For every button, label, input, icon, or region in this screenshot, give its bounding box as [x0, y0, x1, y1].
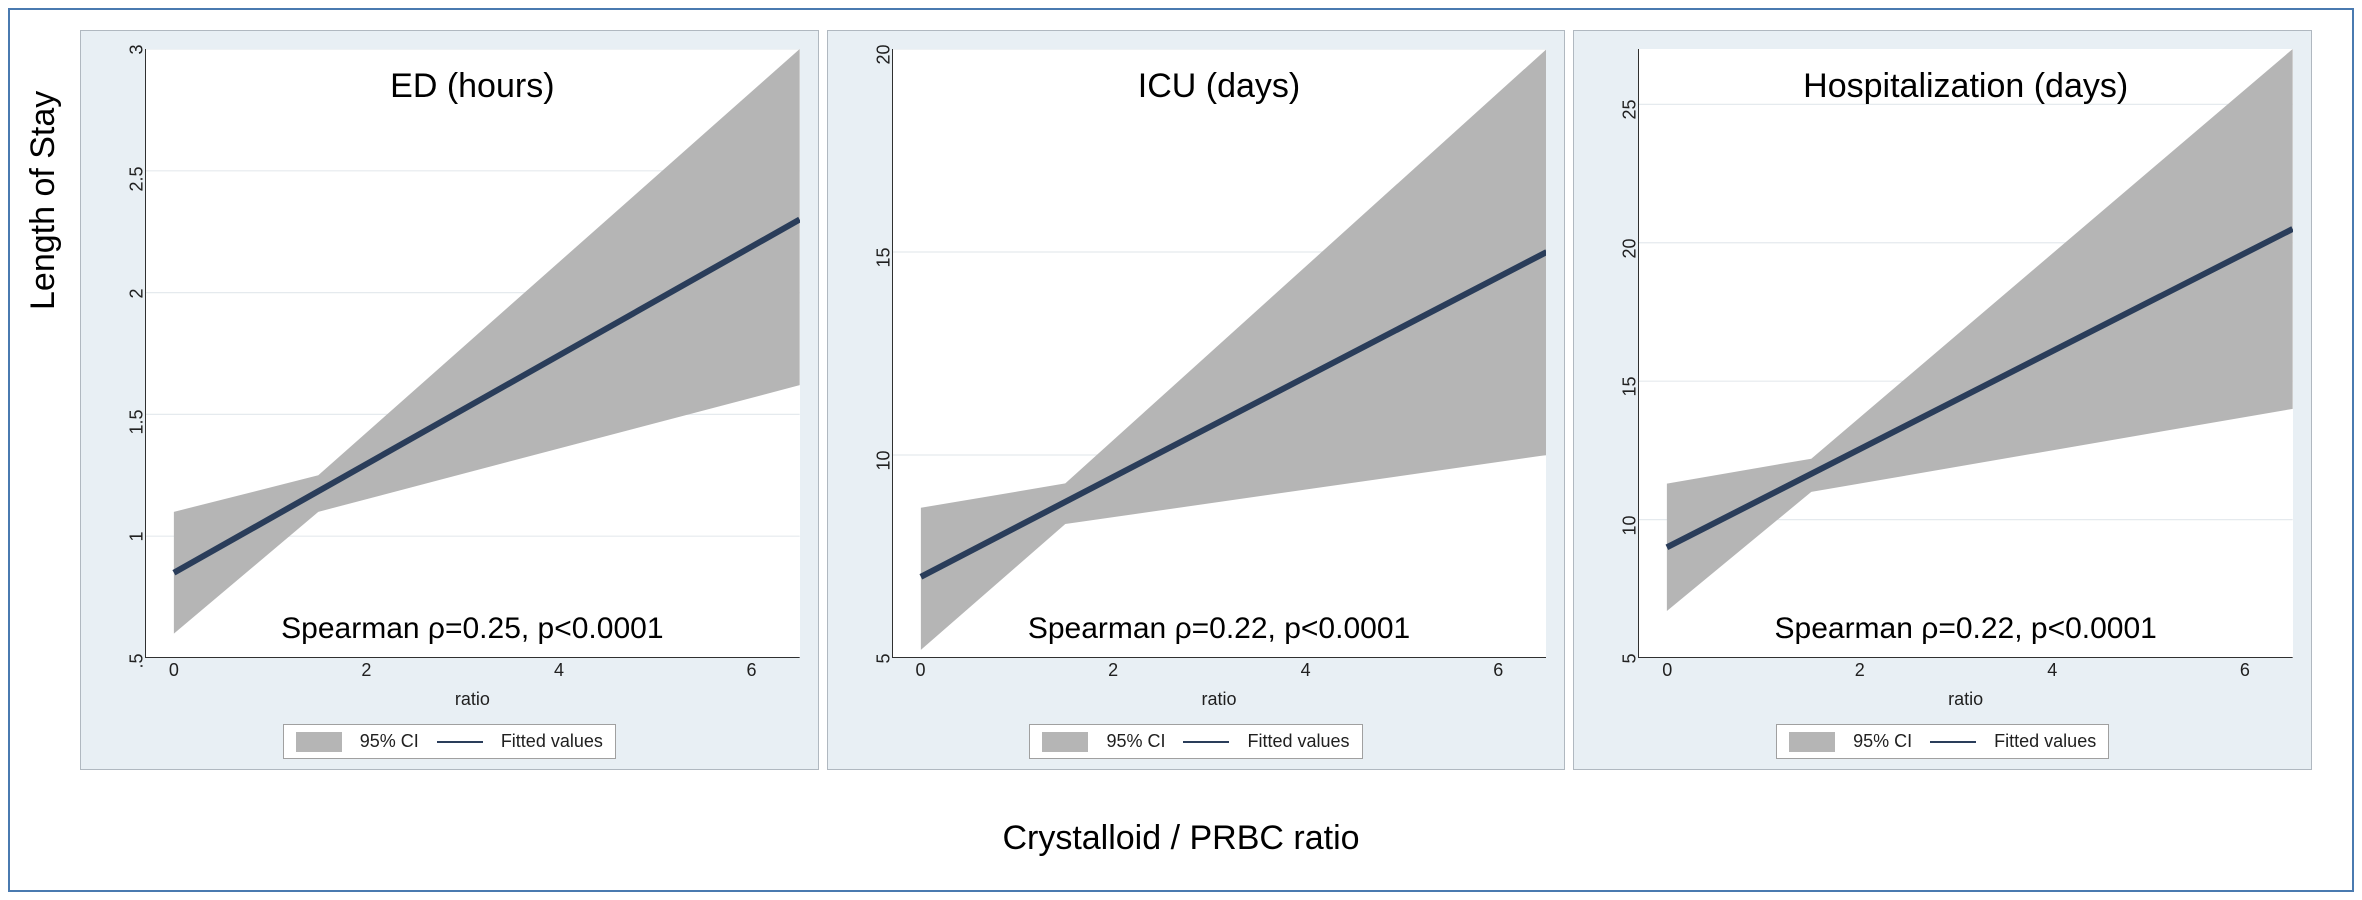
- legend-swatch-ci: [1789, 732, 1835, 752]
- legend: 95% CI Fitted values: [1029, 724, 1362, 759]
- x-tick-label: 6: [747, 660, 757, 681]
- x-axis-title: ratio: [145, 689, 800, 710]
- plot-svg: [145, 49, 800, 658]
- plot-svg: [1638, 49, 2293, 658]
- plot-wrap: 510152025Hospitalization (days)Spearman …: [1582, 39, 2303, 718]
- x-ticks: 0 2 4 6: [145, 660, 800, 684]
- legend-swatch-line: [1930, 741, 1976, 743]
- legend-label-ci: 95% CI: [1853, 731, 1912, 752]
- plot-area: ED (hours)Spearman ρ=0.25, p<0.0001: [145, 49, 800, 658]
- x-tick-label: 0: [169, 660, 179, 681]
- y-ticks: .511.522.53: [89, 49, 141, 658]
- x-axis-title: ratio: [1638, 689, 2293, 710]
- ci-band: [921, 49, 1547, 650]
- legend-swatch-line: [437, 741, 483, 743]
- x-tick-label: 2: [361, 660, 371, 681]
- chart-panel-2: 510152025Hospitalization (days)Spearman …: [1573, 30, 2312, 770]
- y-ticks: 510152025: [1582, 49, 1634, 658]
- plot-wrap: 5101520ICU (days)Spearman ρ=0.22, p<0.00…: [836, 39, 1557, 718]
- x-tick-label: 6: [2240, 660, 2250, 681]
- legend-label-ci: 95% CI: [1106, 731, 1165, 752]
- x-tick-label: 4: [1301, 660, 1311, 681]
- legend-swatch-ci: [1042, 732, 1088, 752]
- x-tick-label: 6: [1493, 660, 1503, 681]
- plot-wrap: .511.522.53ED (hours)Spearman ρ=0.25, p<…: [89, 39, 810, 718]
- legend-label-line: Fitted values: [1994, 731, 2096, 752]
- x-tick-label: 4: [2047, 660, 2057, 681]
- legend-swatch-line: [1183, 741, 1229, 743]
- x-ticks: 0 2 4 6: [1638, 660, 2293, 684]
- x-tick-label: 2: [1108, 660, 1118, 681]
- legend-label-line: Fitted values: [501, 731, 603, 752]
- ci-band: [174, 49, 800, 634]
- x-tick-label: 4: [554, 660, 564, 681]
- y-ticks: 5101520: [836, 49, 888, 658]
- chart-panel-1: 5101520ICU (days)Spearman ρ=0.22, p<0.00…: [827, 30, 1566, 770]
- plot-area: ICU (days)Spearman ρ=0.22, p<0.0001: [892, 49, 1547, 658]
- x-axis-label: Crystalloid / PRBC ratio: [10, 819, 2352, 858]
- figure-frame: Length of Stay .511.522.53ED (hours)Spea…: [8, 8, 2354, 892]
- chart-panel-0: .511.522.53ED (hours)Spearman ρ=0.25, p<…: [80, 30, 819, 770]
- y-axis-label: Length of Stay: [24, 91, 63, 310]
- x-tick-label: 0: [1662, 660, 1672, 681]
- ci-band: [1667, 49, 2293, 611]
- x-tick-label: 2: [1855, 660, 1865, 681]
- x-ticks: 0 2 4 6: [892, 660, 1547, 684]
- legend-label-ci: 95% CI: [360, 731, 419, 752]
- legend-label-line: Fitted values: [1247, 731, 1349, 752]
- legend-swatch-ci: [296, 732, 342, 752]
- legend: 95% CI Fitted values: [283, 724, 616, 759]
- plot-svg: [892, 49, 1547, 658]
- plot-area: Hospitalization (days)Spearman ρ=0.22, p…: [1638, 49, 2293, 658]
- legend: 95% CI Fitted values: [1776, 724, 2109, 759]
- x-tick-label: 0: [916, 660, 926, 681]
- x-axis-title: ratio: [892, 689, 1547, 710]
- panels-row: .511.522.53ED (hours)Spearman ρ=0.25, p<…: [80, 30, 2312, 770]
